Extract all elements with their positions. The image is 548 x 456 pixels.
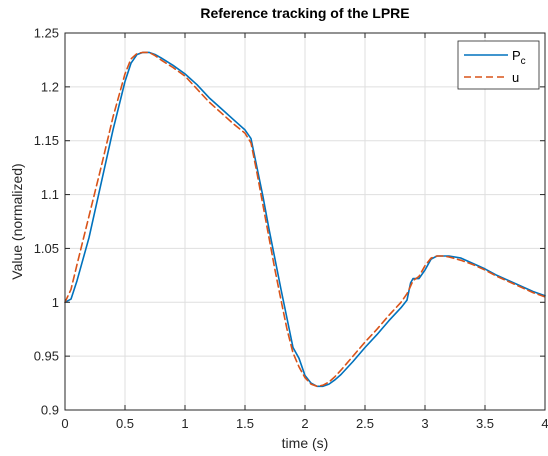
y-tick-label: 1.05	[34, 241, 59, 256]
legend-label-pc-sub: c	[521, 56, 526, 67]
x-tick-label: 4	[541, 416, 548, 431]
axis-ticks: 0 0.5 1 1.5 2 2.5 3 3.5 4 0.9 0.95 1 1.05 1.1 1.15 1.2 1…	[34, 26, 548, 432]
legend-label-u: u	[512, 70, 519, 85]
x-tick-label: 1.5	[236, 416, 254, 431]
x-tick-label: 3.5	[476, 416, 494, 431]
y-tick-label: 0.9	[41, 403, 59, 418]
x-tick-label: 0	[61, 416, 68, 431]
legend-label-pc: Pc	[512, 48, 526, 67]
series-layer	[64, 51, 546, 388]
y-tick-label: 0.95	[34, 349, 59, 364]
legend: Pc u	[457, 40, 540, 90]
y-tick-label: 1.15	[34, 133, 59, 148]
y-tick-label: 1	[52, 295, 59, 310]
series-line-u	[64, 51, 546, 388]
y-tick-label: 1.25	[34, 26, 59, 41]
y-tick-label: 1.1	[41, 187, 59, 202]
x-axis-label: time (s)	[282, 435, 329, 451]
x-tick-label: 2.5	[356, 416, 374, 431]
x-tick-label: 1	[181, 416, 188, 431]
legend-label-pc-base: P	[512, 48, 521, 63]
x-tick-label: 3	[421, 416, 428, 431]
y-tick-label: 1.2	[41, 79, 59, 94]
chart-title: Reference tracking of the LPRE	[200, 5, 409, 21]
x-tick-label: 0.5	[116, 416, 134, 431]
legend-box	[457, 40, 540, 90]
x-tick-label: 2	[301, 416, 308, 431]
y-axis-label: Value (normalized)	[9, 163, 25, 279]
